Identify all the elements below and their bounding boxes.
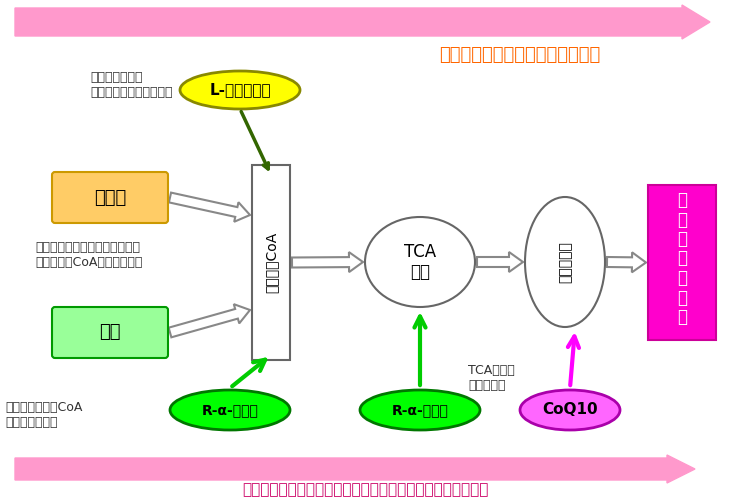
Text: 電子伝達系: 電子伝達系 — [558, 241, 572, 283]
Text: R-α-リポ酸: R-α-リポ酸 — [391, 403, 448, 417]
Ellipse shape — [365, 217, 475, 307]
Polygon shape — [292, 252, 363, 272]
Text: ル: ル — [677, 230, 687, 248]
FancyBboxPatch shape — [252, 165, 290, 360]
Polygon shape — [169, 193, 250, 222]
Text: アセチルCoA: アセチルCoA — [264, 232, 278, 293]
Text: エ: エ — [677, 191, 687, 209]
Text: 産: 産 — [677, 289, 687, 306]
Text: TCA
回路: TCA 回路 — [404, 242, 436, 281]
Text: 脂肪酸と結合し
ミトコンドリア膜を通過: 脂肪酸と結合し ミトコンドリア膜を通過 — [90, 71, 172, 99]
FancyBboxPatch shape — [52, 307, 168, 358]
Polygon shape — [607, 253, 646, 272]
Text: 脂質と糖質はミトコンドリア内
でアセチルCoAに変換される: 脂質と糖質はミトコンドリア内 でアセチルCoAに変換される — [35, 241, 142, 269]
Text: エネルギー産生の反応は酸化反応: エネルギー産生の反応は酸化反応 — [439, 46, 601, 64]
Ellipse shape — [525, 197, 605, 327]
Text: CoQ10: CoQ10 — [542, 402, 598, 417]
Text: 糖質: 糖質 — [99, 323, 120, 342]
Text: R-α-リポ酸: R-α-リポ酸 — [201, 403, 258, 417]
Text: TCA回路の
回転に関与: TCA回路の 回転に関与 — [468, 364, 515, 392]
Ellipse shape — [520, 390, 620, 430]
Ellipse shape — [360, 390, 480, 430]
Text: 糖質のアセチルCoA
への変換に関与: 糖質のアセチルCoA への変換に関与 — [5, 401, 82, 429]
Text: 生: 生 — [677, 308, 687, 326]
Text: ミトコンドリア内で還元体に変換され抗酸化物質として働く: ミトコンドリア内で還元体に変換され抗酸化物質として働く — [242, 482, 488, 497]
Text: 脂　質: 脂 質 — [94, 189, 126, 207]
FancyArrow shape — [15, 455, 695, 483]
FancyBboxPatch shape — [52, 172, 168, 223]
Ellipse shape — [170, 390, 290, 430]
FancyArrow shape — [15, 5, 710, 39]
Text: L-カルニチン: L-カルニチン — [210, 82, 271, 98]
Ellipse shape — [180, 71, 300, 109]
Polygon shape — [169, 304, 250, 338]
Polygon shape — [477, 252, 523, 272]
FancyBboxPatch shape — [648, 185, 716, 340]
Text: ギ: ギ — [677, 249, 687, 268]
Text: ー: ー — [677, 269, 687, 287]
Text: ネ: ネ — [677, 210, 687, 228]
